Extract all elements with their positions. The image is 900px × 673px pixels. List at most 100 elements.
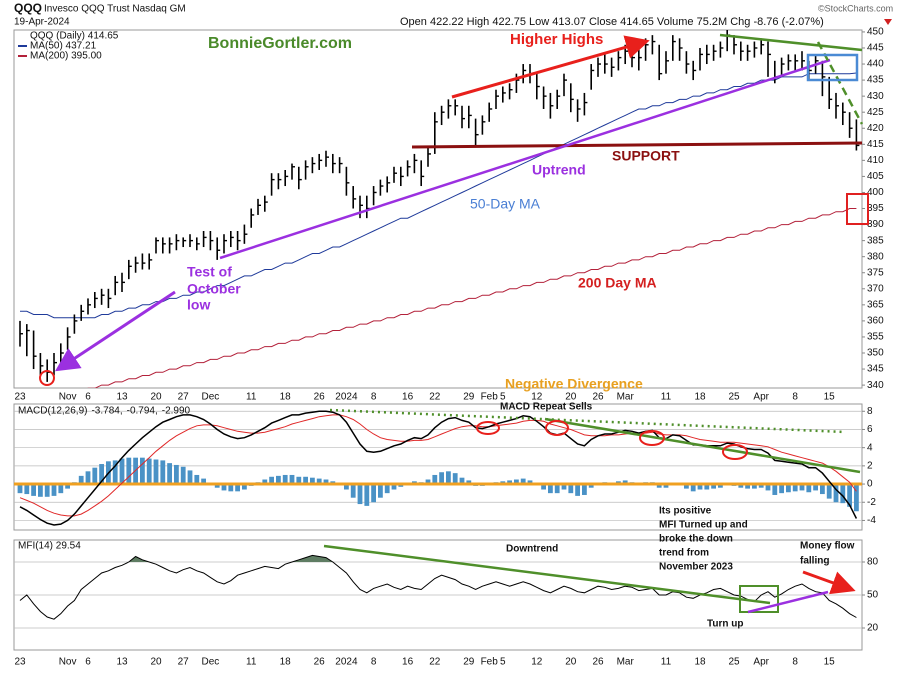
- annotation: SUPPORT: [612, 148, 680, 164]
- x-tick-label: Feb: [481, 657, 499, 668]
- y-tick-label: 355: [867, 332, 884, 343]
- histogram-bar: [588, 484, 594, 488]
- y-tick-label: 410: [867, 155, 884, 166]
- y-tick-label: 4: [867, 442, 873, 453]
- x-tick-label: 8: [792, 657, 798, 668]
- legend-label: MA(200) 395.00: [30, 51, 102, 62]
- histogram-bar: [140, 457, 145, 485]
- histogram-bar: [235, 484, 240, 492]
- x-tick-label: 15: [824, 657, 836, 668]
- y-tick-label: 20: [867, 623, 879, 634]
- histogram-bar: [738, 484, 744, 488]
- moving-average: [87, 208, 857, 388]
- price-layer: [19, 30, 860, 388]
- sell-circle: [476, 421, 500, 435]
- mfi-downtrend: [323, 544, 771, 605]
- macd-trendline: [544, 417, 861, 474]
- y-tick-label: 385: [867, 235, 884, 246]
- x-tick-label: 5: [500, 657, 506, 668]
- mfi-line: [19, 554, 857, 620]
- histogram-bar: [758, 484, 764, 488]
- y-tick-label: 345: [867, 364, 884, 375]
- y-tick-label: 395: [867, 203, 884, 214]
- histogram-bar: [466, 480, 472, 485]
- x-tick-label: 18: [280, 392, 292, 403]
- histogram-bar: [779, 484, 784, 494]
- x-tick-label: 11: [661, 392, 672, 403]
- down-arrow: [884, 19, 892, 25]
- y-tick-label: 50: [867, 590, 879, 601]
- x-tick-label: 26: [592, 657, 604, 668]
- histogram-bar: [704, 484, 710, 490]
- histogram-bar: [847, 484, 852, 507]
- histogram-bar: [276, 475, 281, 485]
- x-tick-label: 2024: [335, 657, 358, 668]
- histogram-bar: [153, 459, 159, 485]
- legend-label: -0.794,: [127, 406, 158, 417]
- x-tick-label: 16: [402, 392, 414, 403]
- annotation: Turn up: [707, 619, 743, 630]
- x-tick-label: 20: [150, 657, 162, 668]
- histogram-bar: [316, 478, 322, 485]
- histogram-bar: [561, 484, 567, 490]
- axes: 340 345 350 355 360 365 370 375 380 385 390 395 400 4…: [14, 27, 884, 668]
- histogram-bar: [772, 484, 778, 495]
- histogram-bar: [745, 484, 750, 489]
- x-tick-label: Mar: [617, 392, 635, 403]
- histogram-bar: [507, 480, 512, 485]
- histogram-bar: [51, 484, 57, 496]
- histogram-bar: [310, 477, 315, 485]
- histogram-bar: [806, 484, 812, 493]
- histogram-bar: [92, 467, 98, 485]
- y-tick-label: 450: [867, 27, 884, 38]
- credit: ©StockCharts.com: [818, 3, 893, 13]
- annotation: 200 Day MA: [578, 275, 657, 291]
- annotation: Higher Highs: [510, 31, 603, 48]
- histogram-bar: [303, 476, 308, 485]
- sell-circle: [722, 444, 748, 460]
- histogram-bar: [799, 484, 805, 491]
- annotation: BonnieGortler.com: [208, 35, 352, 52]
- histogram-bar: [119, 458, 125, 485]
- histogram-bar: [282, 474, 288, 485]
- histogram-bar: [575, 484, 580, 496]
- x-tick-label: 16: [402, 657, 414, 668]
- x-tick-label: 8: [792, 392, 798, 403]
- x-tick-label: 20: [565, 657, 577, 668]
- histogram-bar: [180, 466, 186, 485]
- annotation: November 2023: [659, 562, 733, 573]
- x-tick-label: 18: [694, 392, 706, 403]
- histogram-bar: [452, 473, 458, 485]
- y-tick-label: 8: [867, 406, 873, 417]
- y-tick-label: 405: [867, 171, 884, 182]
- legend-label: QQQ (Daily) 414.65: [30, 31, 119, 42]
- money-arrow: [802, 570, 856, 595]
- legend-label: -2.990: [162, 406, 191, 417]
- x-tick-label: 8: [371, 657, 377, 668]
- x-tick-label: 11: [246, 392, 257, 403]
- divergence-line: [329, 408, 846, 434]
- macd-layer: [14, 410, 862, 526]
- histogram-bar: [432, 474, 438, 485]
- histogram-bar: [459, 477, 465, 485]
- support-line: [411, 141, 863, 149]
- histogram-bar: [541, 484, 546, 490]
- histogram-bar: [112, 460, 118, 485]
- y-tick-label: 400: [867, 187, 884, 198]
- histogram-bar: [833, 484, 839, 503]
- annotation: Negative Divergence: [505, 376, 643, 392]
- histogram-bar: [786, 484, 791, 493]
- histogram-bar: [187, 470, 193, 485]
- sell-circle: [639, 430, 665, 446]
- histogram-bar: [384, 484, 390, 494]
- y-tick-label: 370: [867, 283, 884, 294]
- histogram-bar: [214, 484, 220, 488]
- histogram-bar: [826, 484, 832, 499]
- x-tick-label: 20: [150, 392, 162, 403]
- x-tick-label: Feb: [481, 392, 499, 403]
- histogram-bar: [65, 484, 70, 489]
- sell-circle: [545, 420, 569, 436]
- histogram-bar: [378, 484, 383, 498]
- histogram-bar: [711, 484, 716, 489]
- y-tick-label: 0: [867, 479, 873, 490]
